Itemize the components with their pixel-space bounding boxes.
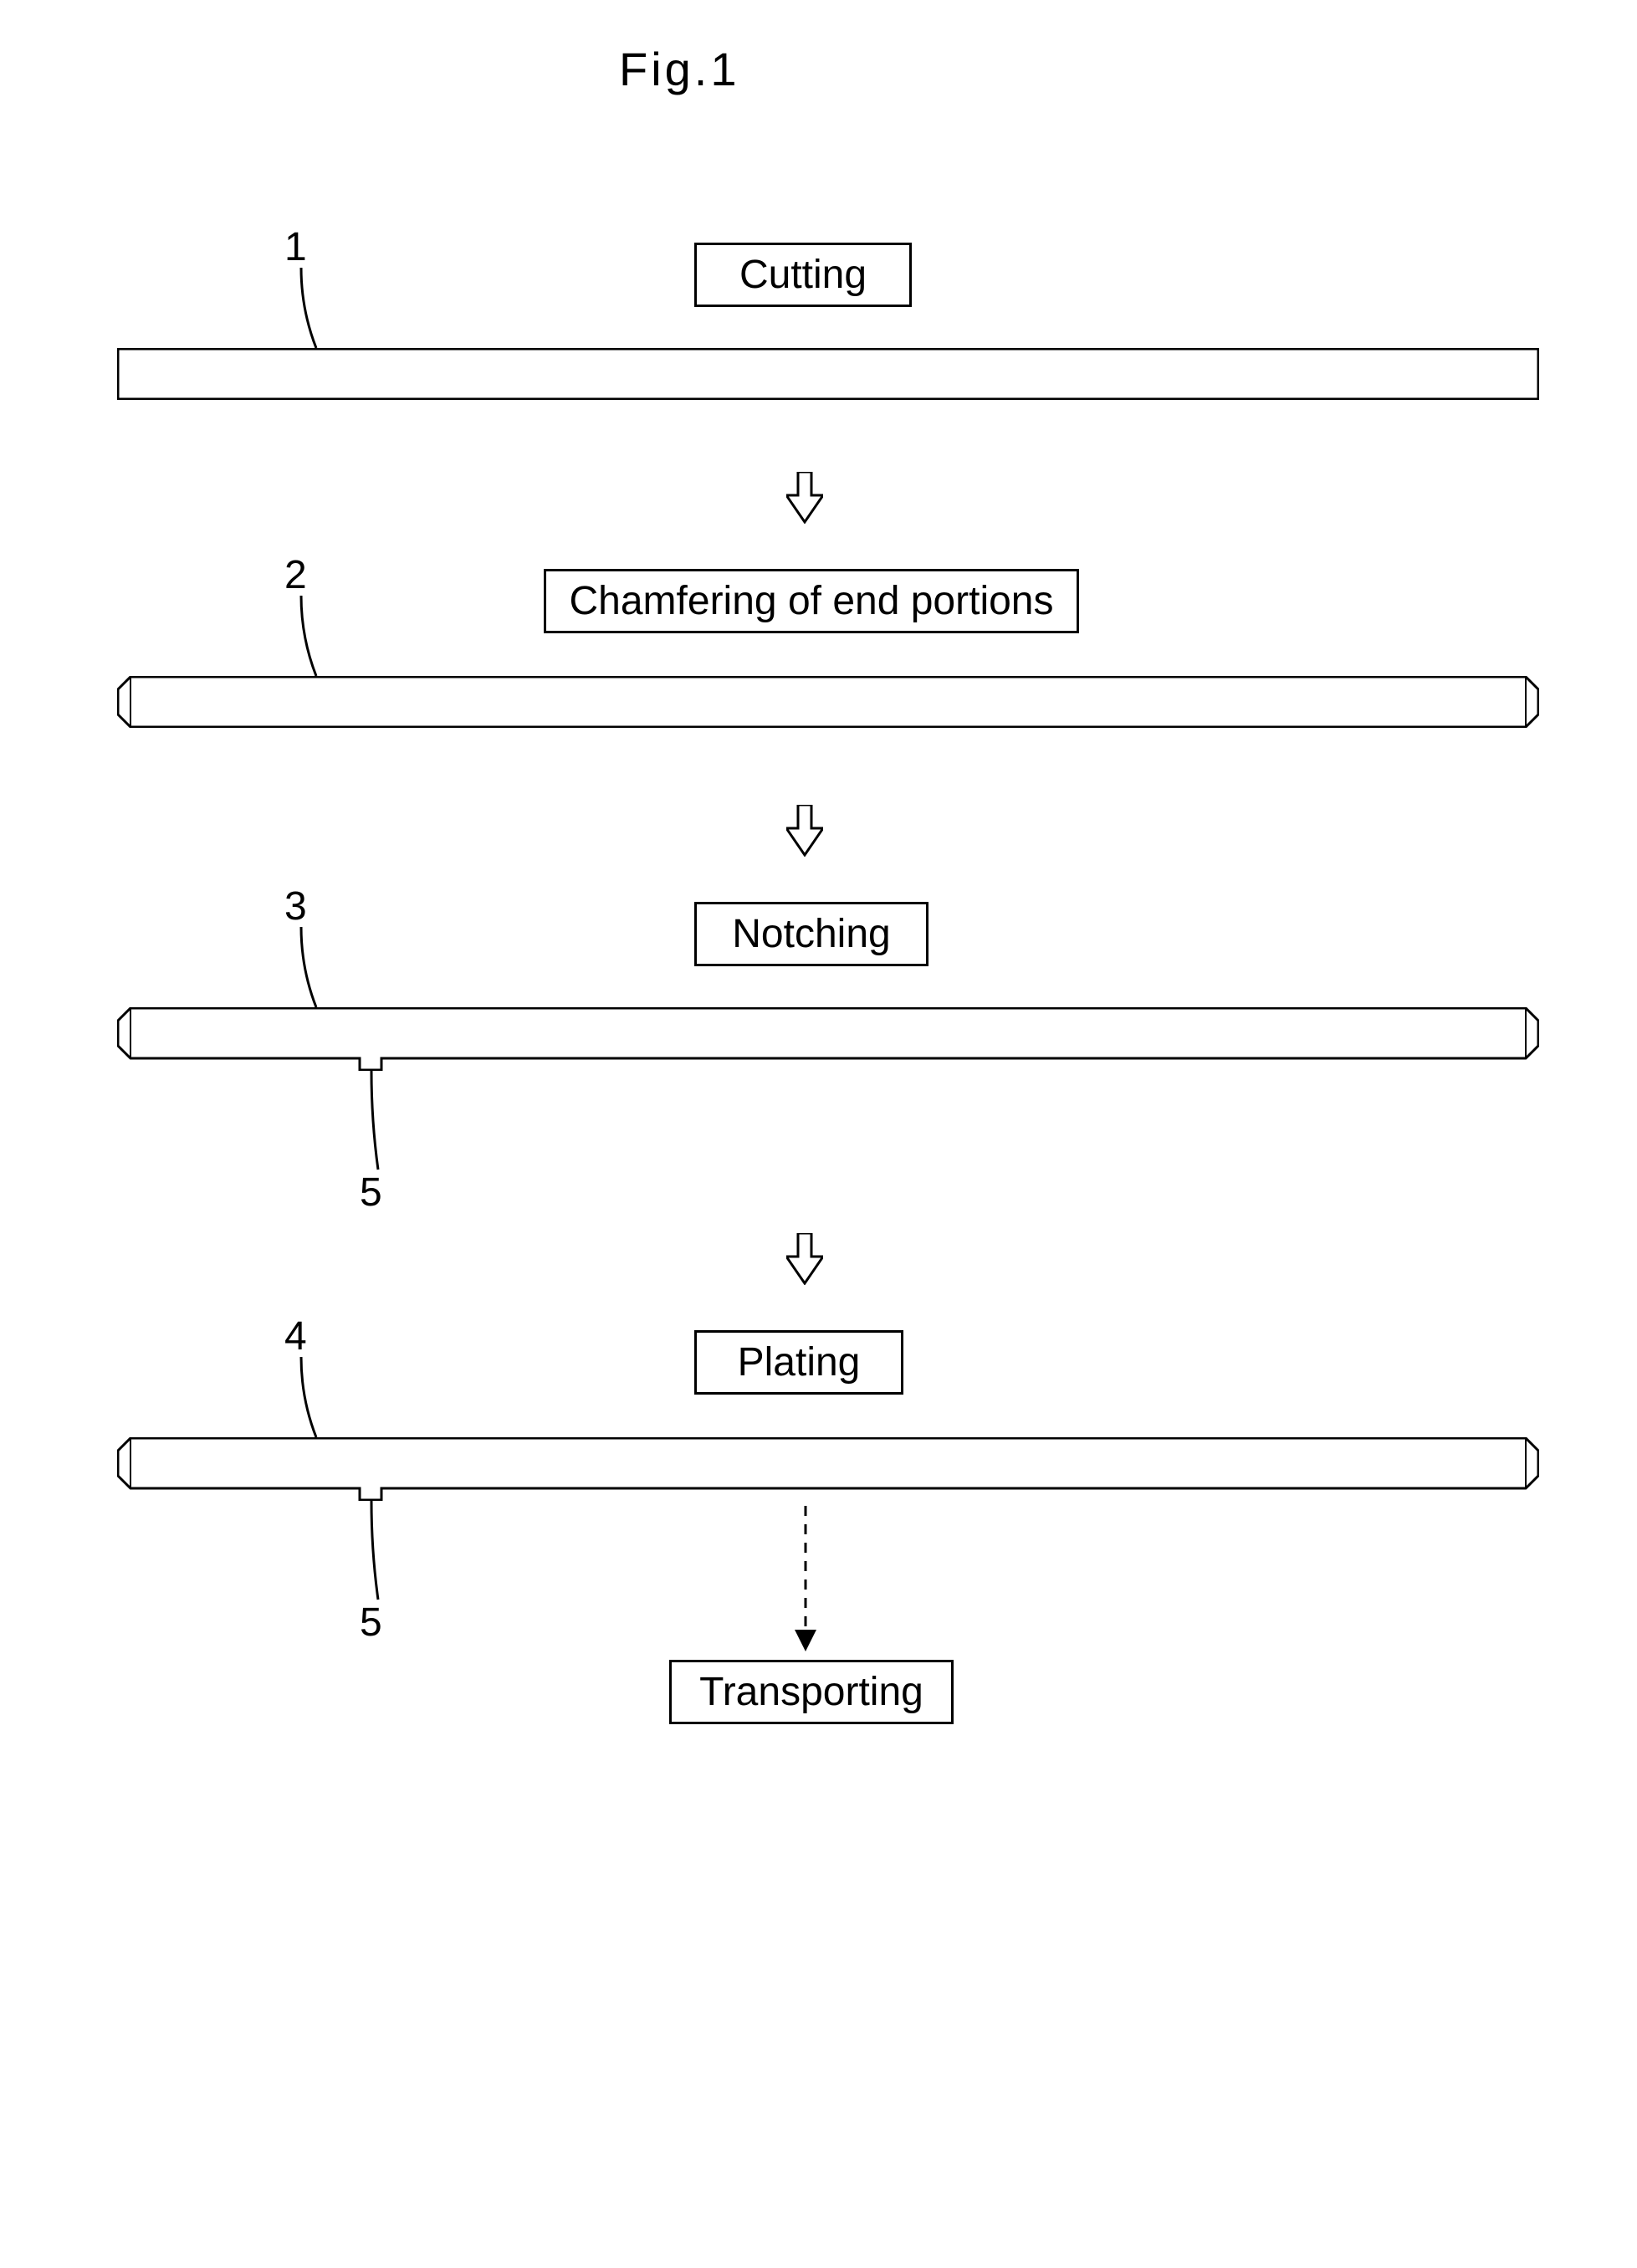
dashed-arrow: [793, 1506, 818, 1653]
figure-title: Fig.1: [619, 42, 740, 96]
step3-bar: [117, 1007, 1539, 1071]
step5-box: Transporting: [669, 1660, 954, 1724]
step2-number: 2: [284, 552, 307, 598]
step3-leader: [281, 927, 331, 1011]
step1-number: 1: [284, 224, 307, 270]
step4-box: Plating: [694, 1330, 903, 1395]
step2-bar: [117, 676, 1539, 728]
arrow2: [786, 805, 823, 857]
step1-leader: [281, 268, 331, 351]
step4-bar: [117, 1437, 1539, 1501]
step3-notch-number: 5: [360, 1170, 382, 1216]
step3-label: Notching: [732, 911, 890, 957]
step2-leader: [281, 596, 331, 679]
step3-notch-leader: [365, 1071, 398, 1171]
step3-number: 3: [284, 883, 307, 929]
step1-box: Cutting: [694, 243, 912, 307]
step4-notch-leader: [365, 1501, 398, 1601]
arrow1: [786, 472, 823, 524]
step2-box: Chamfering of end portions: [544, 569, 1079, 633]
step4-number: 4: [284, 1313, 307, 1359]
step5-label: Transporting: [699, 1669, 923, 1715]
step1-label: Cutting: [739, 252, 867, 298]
step4-leader: [281, 1357, 331, 1441]
step4-notch-number: 5: [360, 1600, 382, 1646]
step2-label: Chamfering of end portions: [570, 578, 1054, 624]
step1-bar: [117, 348, 1539, 400]
step3-box: Notching: [694, 902, 928, 966]
arrow3: [786, 1233, 823, 1285]
step4-label: Plating: [738, 1339, 861, 1385]
